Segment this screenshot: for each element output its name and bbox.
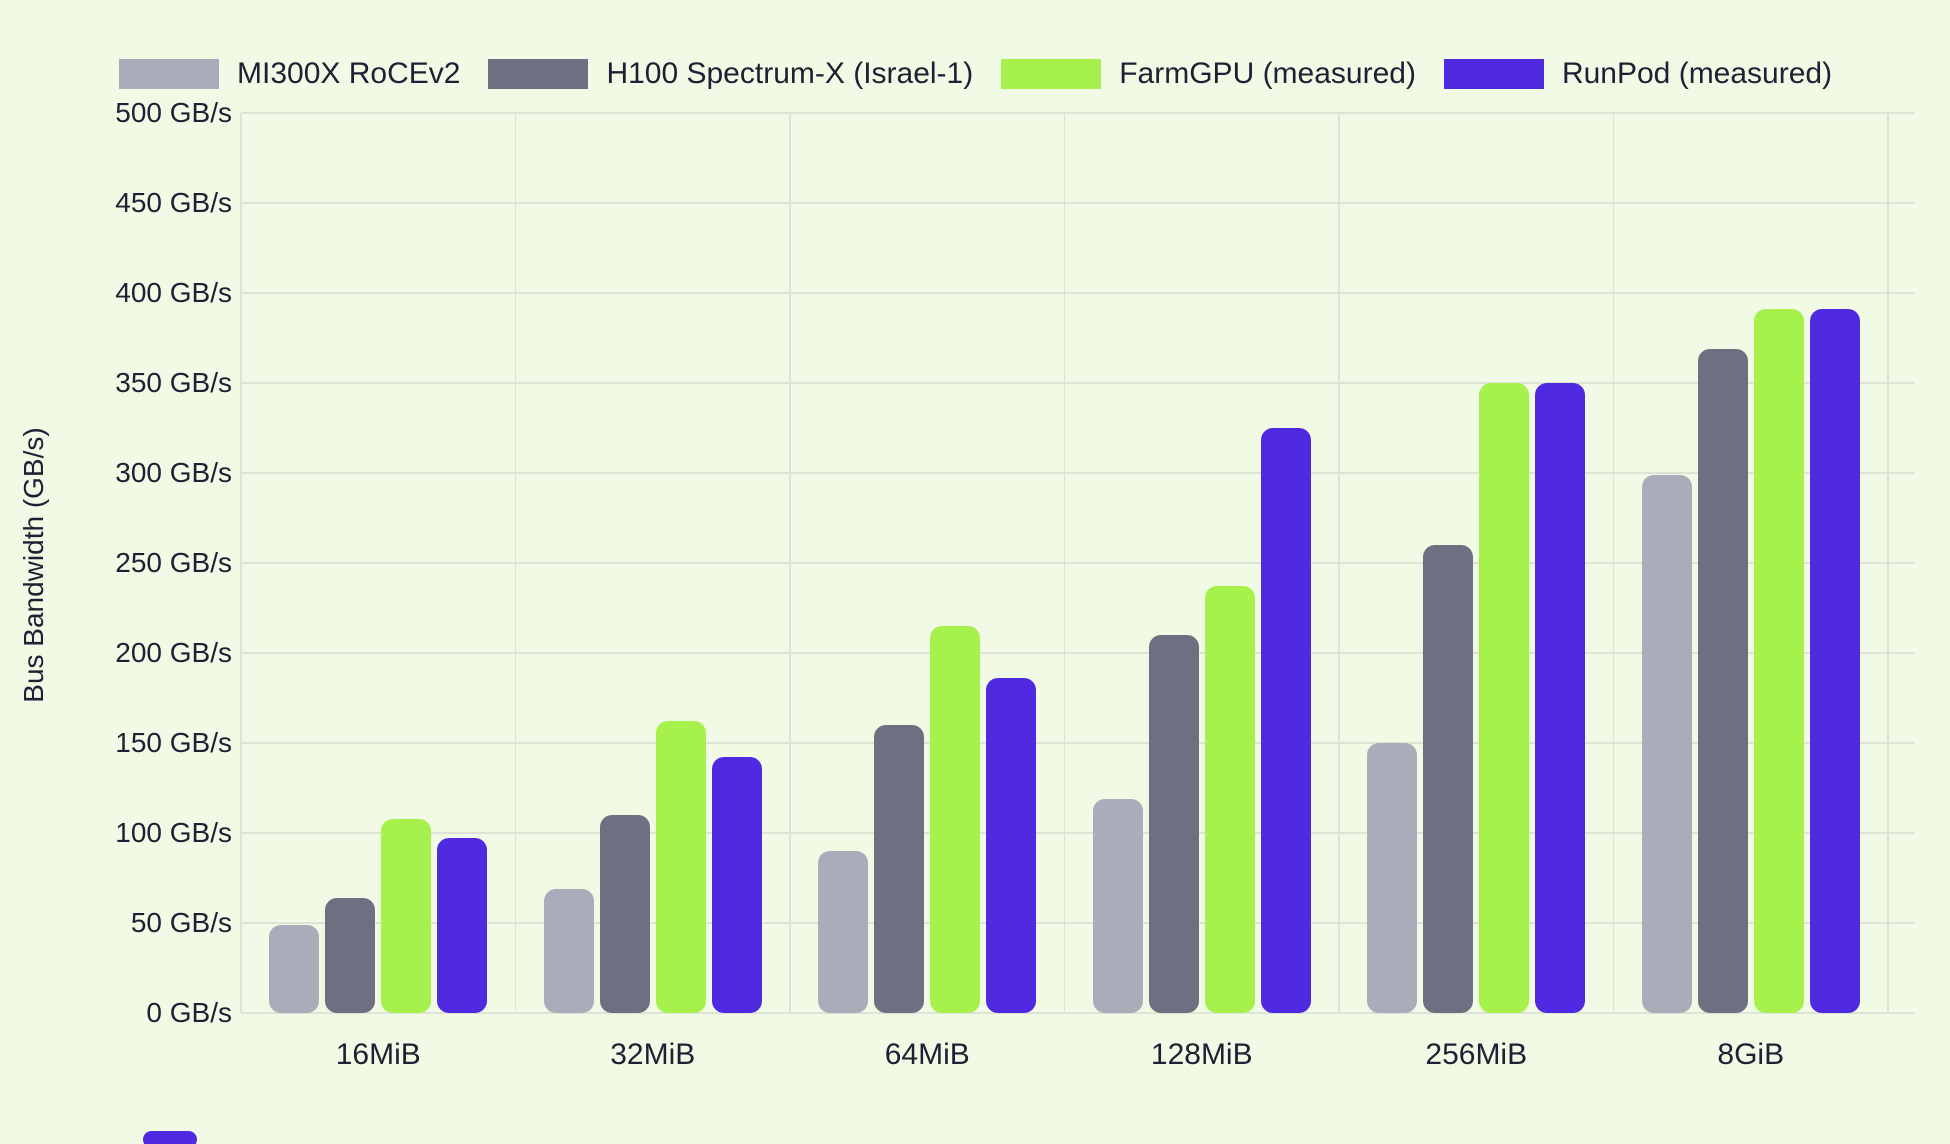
legend-label: H100 Spectrum-X (Israel-1) <box>606 57 974 90</box>
y-tick-label-300: 300 GB/s <box>115 457 232 488</box>
legend-swatch-farmgpu-measured <box>1001 59 1102 89</box>
bar-farmgpu-measured-16mib[interactable] <box>381 818 432 1013</box>
h-gridline-200 <box>241 652 1915 654</box>
legend-item-mi300x-rocev2[interactable]: MI300X RoCEv2 <box>119 57 460 91</box>
h-gridline-150 <box>241 742 1915 744</box>
h-gridline-400 <box>241 292 1915 294</box>
bar-h100-spectrum-x-israel-1-32mib[interactable] <box>599 815 650 1013</box>
bar-farmgpu-measured-256mib[interactable] <box>1479 383 1530 1013</box>
bar-runpod-measured-256mib[interactable] <box>1535 383 1586 1013</box>
bar-h100-spectrum-x-israel-1-8gib[interactable] <box>1697 348 1748 1013</box>
h-gridline-250 <box>241 562 1915 564</box>
h-gridline-350 <box>241 382 1915 384</box>
h-gridline-100 <box>241 832 1915 834</box>
legend-label: FarmGPU (measured) <box>1119 57 1416 90</box>
legend-item-h100-spectrum-x-israel-1[interactable]: H100 Spectrum-X (Israel-1) <box>488 57 973 91</box>
bar-mi300x-rocev2-64mib[interactable] <box>818 851 869 1013</box>
bar-h100-spectrum-x-israel-1-16mib[interactable] <box>325 897 376 1013</box>
y-tick-label-200: 200 GB/s <box>115 637 232 668</box>
legend-swatch-runpod-measured <box>1443 59 1544 89</box>
y-tick-label-350: 350 GB/s <box>115 367 232 398</box>
v-gridline-2 <box>789 113 791 1013</box>
legend-label: RunPod (measured) <box>1561 57 1833 90</box>
v-gridline-5 <box>1612 113 1615 1013</box>
legend-label: MI300X RoCEv2 <box>237 57 461 90</box>
chart-legend: MI300X RoCEv2 H100 Spectrum-X (Israel-1) F… <box>119 57 1832 91</box>
v-gridline-1 <box>514 113 517 1013</box>
h-gridline-500 <box>241 112 1915 114</box>
bar-runpod-measured-64mib[interactable] <box>986 678 1037 1013</box>
bar-runpod-measured-8gib[interactable] <box>1809 309 1860 1013</box>
x-tick-label-128mib: 128MiB <box>1150 1038 1253 1071</box>
bar-runpod-measured-32mib[interactable] <box>711 757 762 1013</box>
y-tick-label-450: 450 GB/s <box>115 187 232 218</box>
bar-runpod-measured-16mib[interactable] <box>437 838 488 1013</box>
h-gridline-450 <box>241 202 1915 204</box>
bar-h100-spectrum-x-israel-1-128mib[interactable] <box>1148 635 1199 1013</box>
legend-swatch-mi300x-rocev2 <box>119 59 219 89</box>
bar-farmgpu-measured-64mib[interactable] <box>930 626 981 1013</box>
h-gridline-300 <box>241 472 1915 474</box>
legend-item-runpod-measured[interactable]: RunPod (measured) <box>1443 57 1833 91</box>
y-tick-label-150: 150 GB/s <box>115 727 232 758</box>
legend-swatch-h100-spectrum-x-israel-1 <box>488 59 589 89</box>
bar-mi300x-rocev2-16mib[interactable] <box>269 924 320 1013</box>
bar-h100-spectrum-x-israel-1-64mib[interactable] <box>874 725 925 1013</box>
y-tick-label-250: 250 GB/s <box>115 547 232 578</box>
bar-mi300x-rocev2-32mib[interactable] <box>543 888 594 1013</box>
x-tick-label-64mib: 64MiB <box>884 1038 970 1071</box>
x-tick-label-32mib: 32MiB <box>610 1038 696 1071</box>
bar-mi300x-rocev2-8gib[interactable] <box>1641 474 1692 1013</box>
legend-item-farmgpu-measured[interactable]: FarmGPU (measured) <box>1001 57 1416 91</box>
v-gridline-3 <box>1063 113 1066 1013</box>
bar-h100-spectrum-x-israel-1-256mib[interactable] <box>1423 545 1474 1013</box>
h-gridline-50 <box>241 922 1915 924</box>
bar-mi300x-rocev2-256mib[interactable] <box>1367 743 1418 1013</box>
y-tick-label-50: 50 GB/s <box>130 907 232 938</box>
v-gridline-0 <box>240 113 242 1013</box>
bar-runpod-measured-128mib[interactable] <box>1260 428 1311 1013</box>
bar-farmgpu-measured-8gib[interactable] <box>1753 309 1804 1013</box>
v-gridline-4 <box>1338 113 1340 1013</box>
y-tick-label-500: 500 GB/s <box>115 97 232 128</box>
v-gridline-6 <box>1887 113 1889 1013</box>
bar-farmgpu-measured-128mib[interactable] <box>1204 586 1255 1013</box>
h-gridline-0 <box>241 1012 1915 1014</box>
partial-bar-below-fold <box>143 1131 197 1144</box>
y-tick-label-100: 100 GB/s <box>115 817 232 848</box>
x-tick-label-16mib: 16MiB <box>335 1038 421 1071</box>
y-tick-label-0: 0 GB/s <box>146 997 232 1028</box>
x-tick-label-256mib: 256MiB <box>1425 1038 1528 1071</box>
y-tick-label-400: 400 GB/s <box>115 277 232 308</box>
bar-mi300x-rocev2-128mib[interactable] <box>1092 798 1143 1013</box>
bar-farmgpu-measured-32mib[interactable] <box>655 721 706 1013</box>
x-tick-label-8gib: 8GiB <box>1717 1038 1785 1071</box>
